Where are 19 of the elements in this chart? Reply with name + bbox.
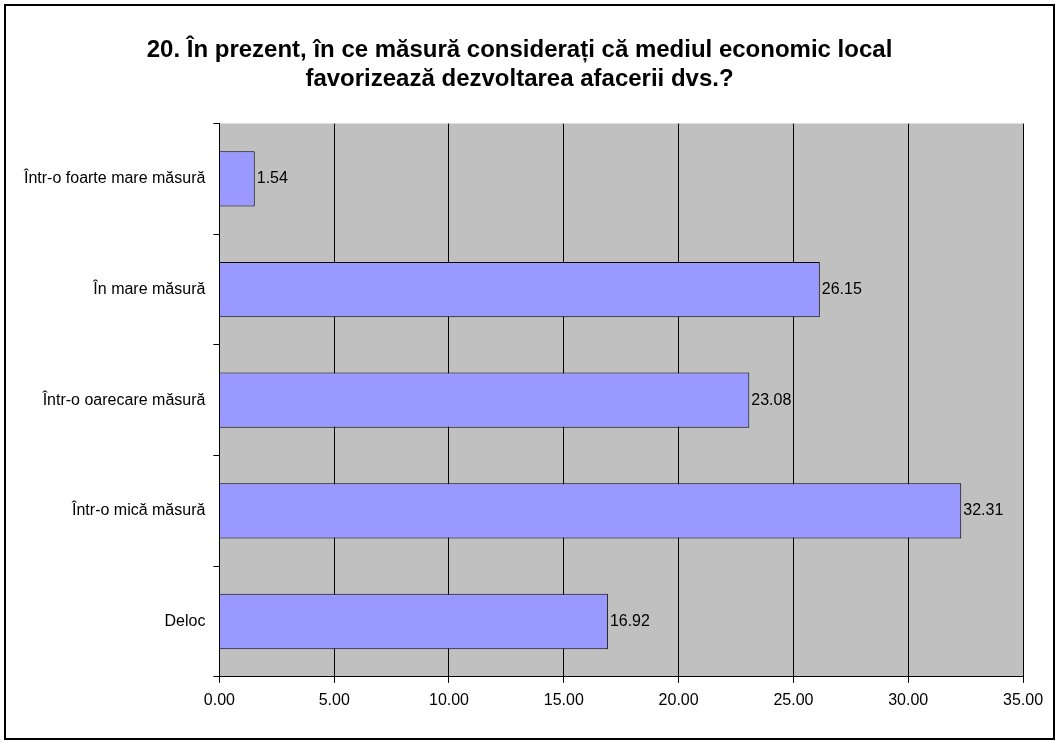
data-label: 16.92	[609, 611, 651, 629]
data-label: 23.08	[751, 390, 792, 408]
y-tick-label: Într-o foarte mare măsură	[22, 168, 206, 187]
x-tick-label: 25.00	[773, 690, 814, 708]
x-tick-label: 30.00	[888, 690, 929, 708]
x-tick-label: 10.00	[428, 690, 470, 708]
x-tick-label: 35.00	[1002, 690, 1044, 708]
chart-title: 20. În prezent, în ce măsură considerați că mediul economic local favorizează dezvoltarea afacerii dvs.?	[146, 35, 893, 91]
y-tick-label: În mare măsură	[92, 278, 206, 297]
x-tick-label: 20.00	[658, 690, 699, 708]
x-tick-label: 0.00	[203, 690, 236, 708]
x-tick-label: 5.00	[318, 690, 350, 708]
y-tick-label: Deloc	[164, 611, 206, 629]
y-tick-label: Într-o oarecare măsură	[41, 389, 206, 408]
data-label: 1.54	[256, 169, 288, 187]
data-label: 32.31	[963, 501, 1004, 519]
x-tick-label: 15.00	[543, 690, 584, 708]
data-label: 26.15	[821, 279, 862, 297]
y-tick-label: Într-o mică măsură	[71, 500, 206, 519]
